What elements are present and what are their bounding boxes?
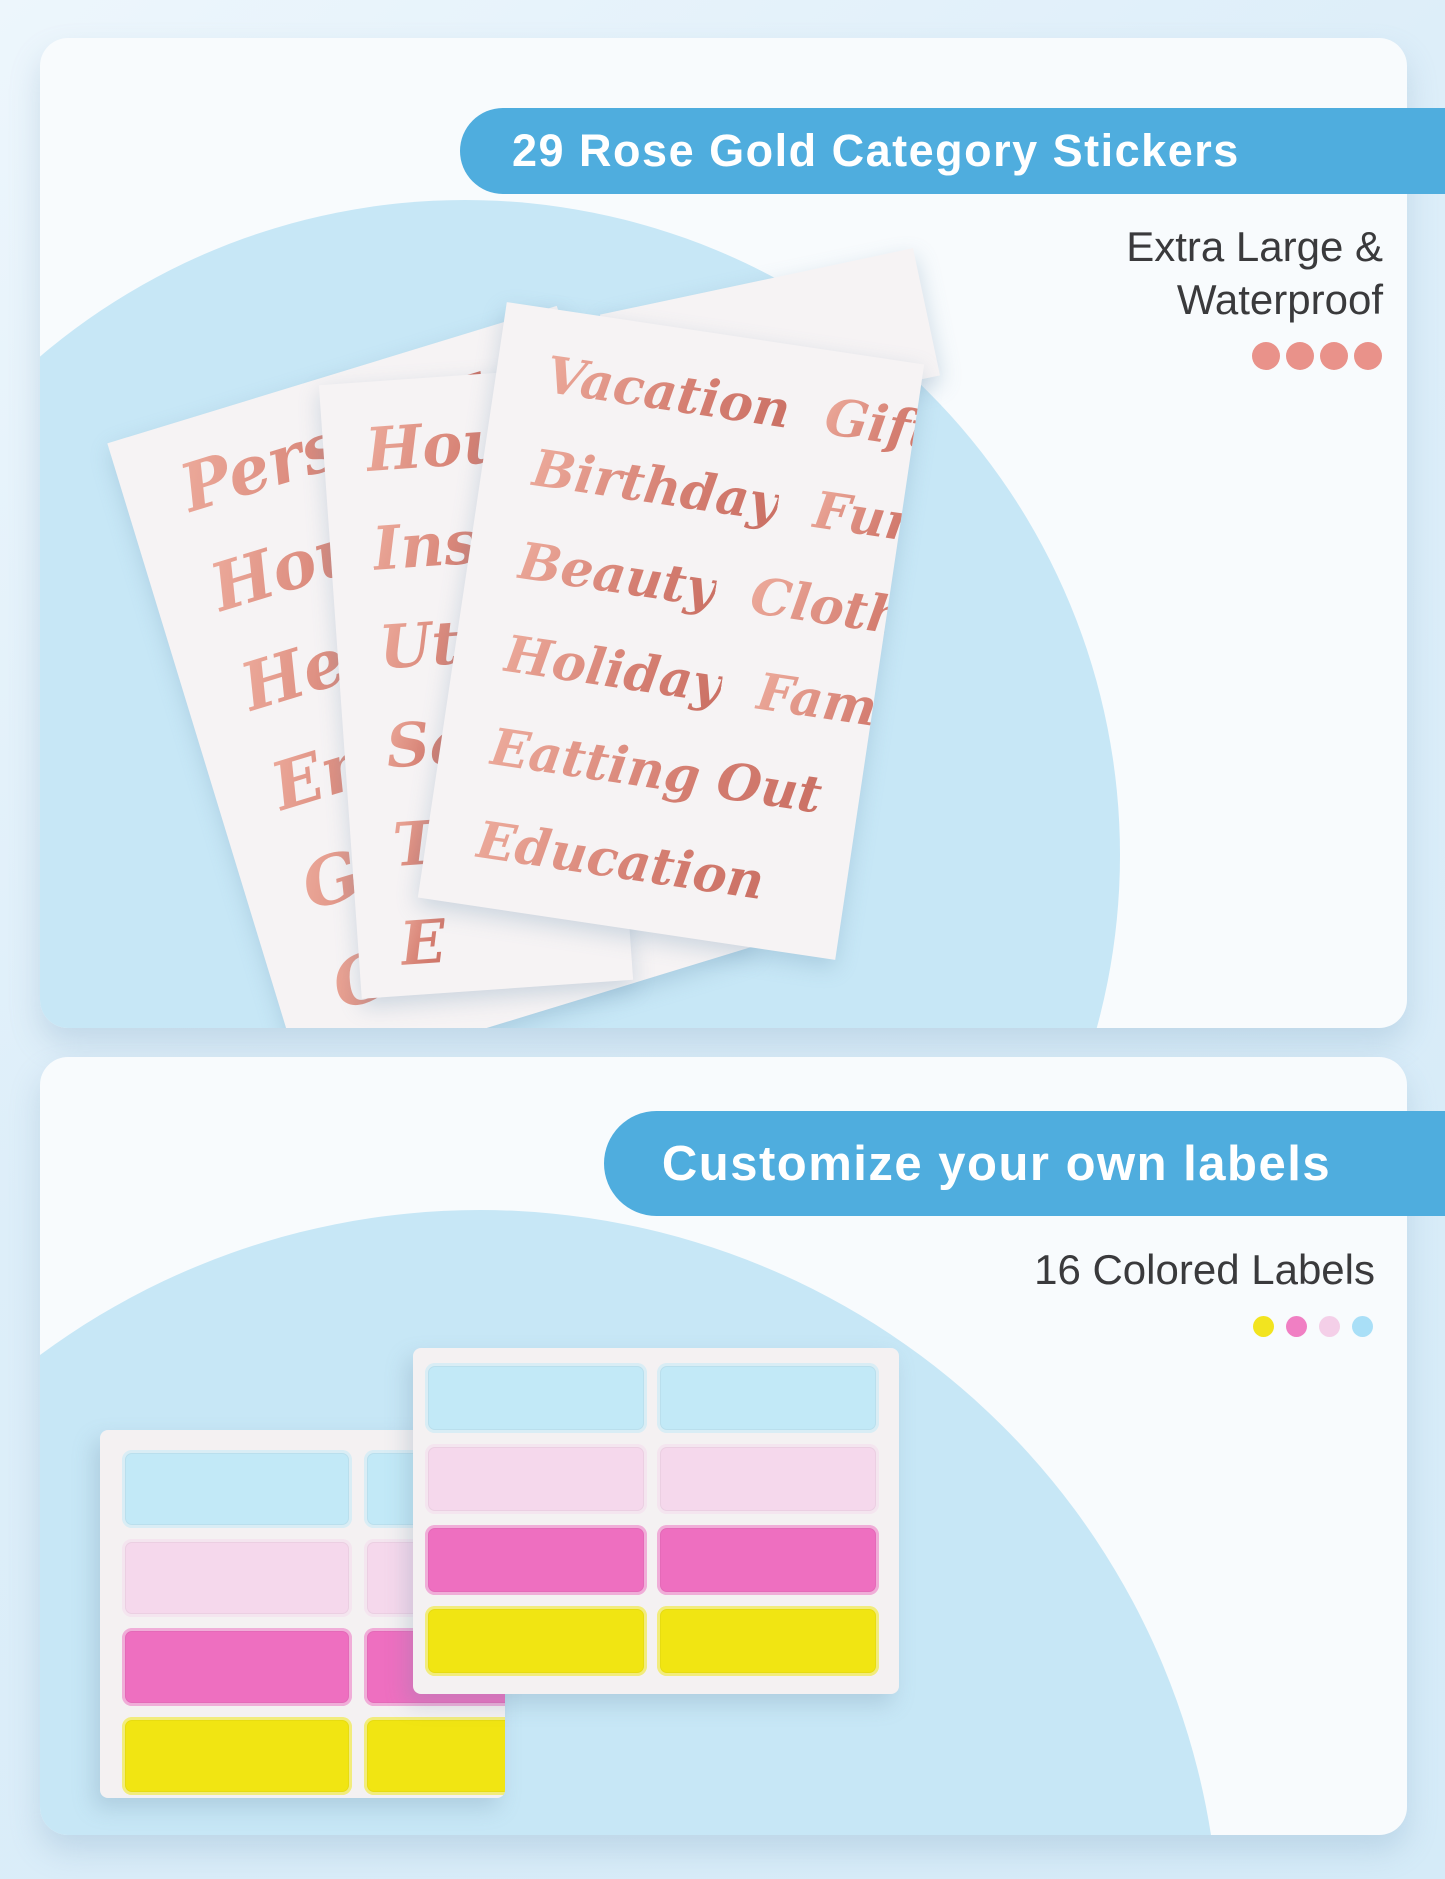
blank-label	[122, 1450, 352, 1528]
yellow-dot	[1253, 1316, 1274, 1337]
label-row	[425, 1444, 899, 1514]
label-sheet-front	[413, 1348, 899, 1694]
blank-label	[122, 1628, 352, 1706]
blank-label	[657, 1363, 879, 1433]
blank-label	[657, 1606, 879, 1676]
label-row	[425, 1525, 899, 1595]
feature-line: Extra Large &	[1126, 223, 1383, 270]
lilac-dot	[1319, 1316, 1340, 1337]
label-row	[425, 1606, 899, 1676]
bottom-color-dots	[1253, 1316, 1373, 1337]
blank-label	[425, 1525, 647, 1595]
bottom-banner-label: Customize your own labels	[661, 1136, 1332, 1191]
pink-dot	[1286, 1316, 1307, 1337]
label-row	[122, 1717, 505, 1795]
salmon-dot	[1320, 342, 1348, 370]
salmon-dot	[1354, 342, 1382, 370]
lightblue-dot	[1352, 1316, 1373, 1337]
salmon-dot	[1252, 342, 1280, 370]
label-row	[425, 1363, 899, 1433]
salmon-dot	[1286, 342, 1314, 370]
blank-label	[657, 1444, 879, 1514]
blank-label	[657, 1525, 879, 1595]
bottom-banner: Customize your own labels	[604, 1111, 1445, 1216]
sticker-sheet-front: Vacation Gift Birthday Fun Beauty Clothe…	[417, 302, 925, 960]
top-color-dots	[1252, 342, 1382, 370]
top-card: Personal Househ Health Emer Givin Gro Ho…	[40, 38, 1407, 1028]
feature-line: 16 Colored Labels	[1034, 1246, 1375, 1293]
blank-label	[425, 1363, 647, 1433]
bottom-feature-text: 16 Colored Labels	[1034, 1243, 1375, 1296]
blank-label	[425, 1444, 647, 1514]
feature-line: Waterproof	[1176, 276, 1383, 323]
blank-label	[425, 1606, 647, 1676]
top-banner: 29 Rose Gold Category Stickers	[460, 108, 1445, 194]
blank-label	[364, 1717, 505, 1795]
blank-label	[122, 1717, 352, 1795]
sticker-word: E	[397, 906, 449, 980]
blank-label	[122, 1539, 352, 1617]
top-banner-label: 29 Rose Gold Category Stickers	[512, 125, 1240, 176]
bottom-card	[40, 1057, 1407, 1835]
top-feature-text: Extra Large & Waterproof	[1126, 220, 1383, 326]
label-sheet-back	[100, 1430, 505, 1798]
